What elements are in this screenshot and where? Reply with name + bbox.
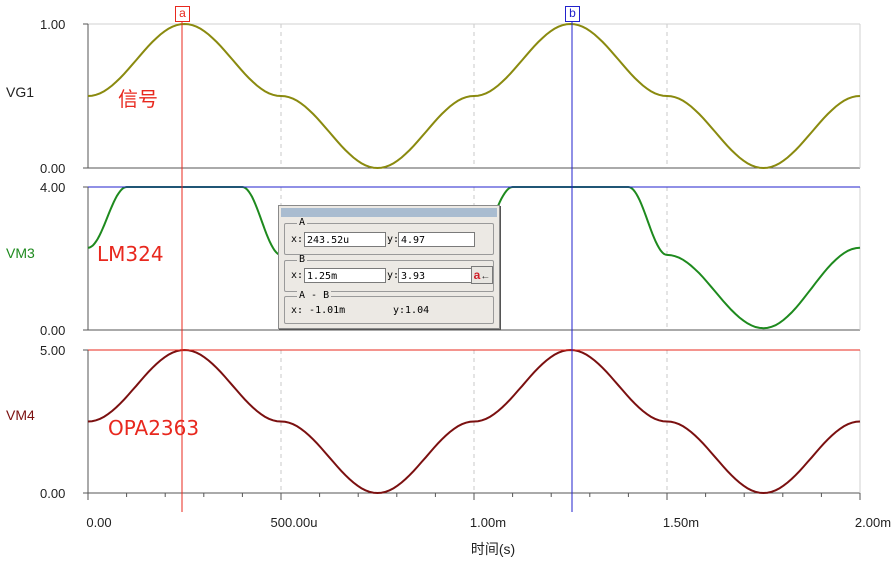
- cursor-a-y-label: y:: [387, 234, 400, 245]
- y-tick-vm4-top: 5.00: [40, 343, 66, 358]
- y-tick-vg1-bottom: 0.00: [40, 161, 66, 176]
- dialog-titlebar[interactable]: [281, 208, 497, 217]
- x-tick-3: 1.50m: [662, 515, 700, 530]
- x-tick-0: 0.00: [86, 515, 112, 530]
- cursor-b-y-field[interactable]: 3.93: [398, 268, 475, 283]
- cursor-diff-y: y:1.04: [393, 305, 430, 316]
- cursor-a-group: A x: 243.52u y: 4.97: [284, 218, 494, 255]
- cursor-a-x-label: x:: [291, 234, 304, 245]
- annotation-lm324: LM324: [97, 242, 164, 266]
- trace-label-vm4: VM4: [6, 407, 35, 423]
- annotation-signal: 信号: [118, 87, 158, 111]
- cursor-diff-group: A - B x: -1.01m y:1.04: [284, 291, 494, 324]
- cursor-b-group-title: B: [297, 254, 308, 265]
- cursor-b-x-field[interactable]: 1.25m: [304, 268, 386, 283]
- x-tick-1: 500.00u: [270, 515, 318, 530]
- arrow-left-icon: ←: [480, 271, 491, 282]
- cursor-readout-dialog: A x: 243.52u y: 4.97 B x: 1.25m y: 3.93 …: [278, 205, 500, 329]
- cursor-a-x-field[interactable]: 243.52u: [304, 232, 386, 247]
- trace-vg1: [87, 22, 861, 170]
- cursor-a-y-field[interactable]: 4.97: [398, 232, 475, 247]
- cursor-a-group-title: A: [297, 217, 308, 228]
- cursor-b-group: B x: 1.25m y: 3.93: [284, 255, 494, 292]
- cursor-a-handle[interactable]: a: [175, 6, 190, 22]
- trace-vm4: [87, 348, 861, 495]
- swap-button-label: a: [473, 268, 481, 282]
- annotation-opa2363: OPA2363: [108, 416, 200, 440]
- y-tick-vm4-bottom: 0.00: [40, 486, 66, 501]
- y-tick-vm3-bottom: 0.00: [40, 323, 66, 338]
- x-axis-label: 时间(s): [470, 541, 516, 557]
- trace-label-vg1: VG1: [6, 84, 35, 100]
- cursor-b-handle[interactable]: b: [565, 6, 580, 22]
- x-tick-4: 2.00m: [854, 515, 892, 530]
- trace-label-vm3: VM3: [6, 245, 35, 261]
- cursor-b-x-label: x:: [291, 270, 304, 281]
- y-tick-vm3-top: 4.00: [40, 180, 66, 195]
- y-tick-vg1-top: 1.00: [40, 17, 66, 32]
- swap-cursor-button[interactable]: a←: [471, 266, 493, 284]
- cursor-diff-x: x: -1.01m: [291, 305, 346, 316]
- cursor-b-y-label: y:: [387, 270, 400, 281]
- x-tick-2: 1.00m: [469, 515, 507, 530]
- cursor-diff-group-title: A - B: [297, 290, 332, 301]
